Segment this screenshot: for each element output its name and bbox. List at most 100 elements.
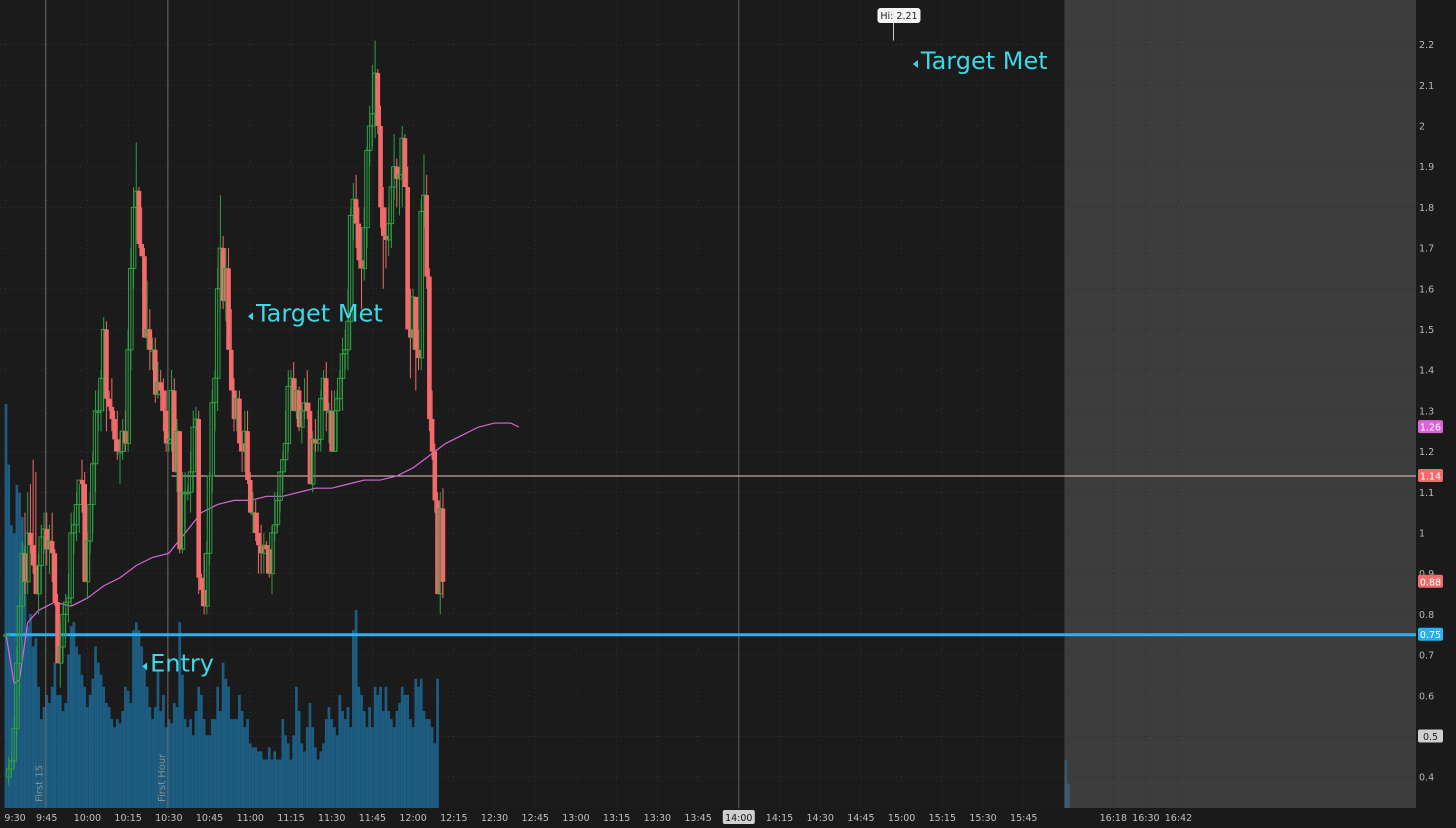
volume-bar <box>202 719 206 808</box>
y-tick-label: 0.4 <box>1419 773 1434 784</box>
candle-body-up <box>309 438 316 485</box>
volume-bar <box>400 686 404 808</box>
volume-bar <box>137 630 141 808</box>
volume-bar <box>34 638 38 808</box>
volume-bar <box>384 686 388 808</box>
y-tick-label: 0.9 <box>1419 569 1434 580</box>
annotation-label: Entry <box>150 649 214 677</box>
volume-bar <box>181 674 184 808</box>
y-tick-label: 1.7 <box>1419 244 1434 255</box>
candles[interactable] <box>3 40 446 786</box>
volume-bar <box>183 719 187 808</box>
candle-body-down <box>44 528 50 550</box>
annotation-arrow-icon <box>142 662 148 671</box>
volume-bar <box>390 719 393 808</box>
candle-body-down <box>28 532 33 546</box>
volume-bar <box>278 759 282 808</box>
y-tick-label: 2.2 <box>1419 40 1434 51</box>
volume-bar <box>23 545 27 808</box>
volume-bar <box>403 694 407 808</box>
candle-body-down <box>353 199 359 224</box>
volume-bar <box>273 751 277 808</box>
x-axis[interactable]: 9:30 9:45 10:00 10:15 10:30 10:45 11:00 11:15 11… <box>0 808 1456 828</box>
x-tick-label: 15:00 <box>888 813 915 824</box>
volume-bar <box>414 678 418 808</box>
candle-body-down <box>237 398 242 444</box>
volume-bar <box>186 727 190 808</box>
candle-body-down <box>356 223 362 261</box>
volume-bar <box>262 759 266 808</box>
volume-bar <box>96 662 100 808</box>
volume-bar <box>387 711 391 808</box>
volume-bar <box>224 678 228 808</box>
volume-bar <box>219 711 222 808</box>
volume-bar <box>362 711 366 808</box>
volume-bar <box>238 694 241 808</box>
volume-bar <box>276 759 279 808</box>
volume-bar <box>300 743 304 808</box>
volume-bar <box>67 654 70 808</box>
candle-body-down <box>82 484 88 582</box>
session-marker-label: First Hour <box>157 753 168 802</box>
volume-bar <box>191 735 195 808</box>
y-axis-background <box>1416 0 1456 828</box>
candle-body-down <box>163 410 169 444</box>
volume-bar <box>37 686 40 808</box>
volume-bar <box>322 743 325 808</box>
volume-bar <box>354 610 358 808</box>
candle-body-down <box>139 243 144 257</box>
volume-bar <box>284 735 287 808</box>
candle-body-down <box>247 480 253 513</box>
volume-bar <box>381 711 385 808</box>
volume-bar <box>77 654 81 808</box>
volume-bar <box>94 646 97 808</box>
volume-bar <box>200 694 203 808</box>
volume-bar <box>330 719 334 808</box>
candle-body-down <box>161 390 166 411</box>
volume-bar <box>134 622 138 808</box>
x-tick-label: 10:45 <box>196 813 223 824</box>
y-tick-label: 2.1 <box>1419 81 1434 92</box>
volume-bar <box>86 707 89 808</box>
session-marker-label: First 15 <box>35 765 46 802</box>
volume-bar <box>151 719 154 808</box>
annotations: Entry Target Met Target Met Hi: 2.21 <box>142 8 1048 677</box>
volume-bar <box>270 759 274 808</box>
volume-bar <box>48 702 51 808</box>
volume-bar <box>368 707 372 808</box>
volume-bar <box>319 751 323 808</box>
volume-bar <box>53 662 57 808</box>
candle-body-down <box>380 207 386 236</box>
volume-bar <box>335 735 339 808</box>
candle-body-down <box>264 545 269 550</box>
volume-bar <box>376 694 380 808</box>
volume-bar <box>324 719 328 808</box>
volume-bar <box>314 747 317 808</box>
volume-bar <box>292 735 296 808</box>
volume-bar <box>197 686 201 808</box>
volume-bar <box>411 727 415 808</box>
volume-bar <box>194 711 198 808</box>
y-tick-label: 1.6 <box>1419 284 1434 295</box>
candle-body-down <box>427 276 432 419</box>
crosshair-time-label: 14:00 <box>725 813 752 824</box>
volume-bar <box>425 719 429 808</box>
volume-bar <box>308 702 312 808</box>
y-axis[interactable]: 0.4 0.5 0.6 0.7 0.8 0.9 1 1.1 1.2 1.3 1.4 1.5 1.6 1.7… <box>1416 0 1456 828</box>
candle-body-down <box>142 256 147 338</box>
volume-bar <box>430 727 434 808</box>
volume-bar <box>140 646 144 808</box>
high-callout-box <box>877 8 921 23</box>
annotation-arrow-icon <box>912 59 918 68</box>
volume-bar <box>26 626 30 808</box>
volume-bar <box>80 674 84 808</box>
volume-bar <box>316 759 320 808</box>
volume-bar <box>213 719 217 808</box>
horizontal-lines[interactable] <box>6 475 1416 637</box>
volume-bar <box>205 735 209 808</box>
session-markers: First 15 First Hour <box>35 0 740 808</box>
price-badge <box>1418 729 1443 743</box>
crosshair-time-badge <box>722 810 755 824</box>
y-tick-label: 1 <box>1419 528 1425 539</box>
